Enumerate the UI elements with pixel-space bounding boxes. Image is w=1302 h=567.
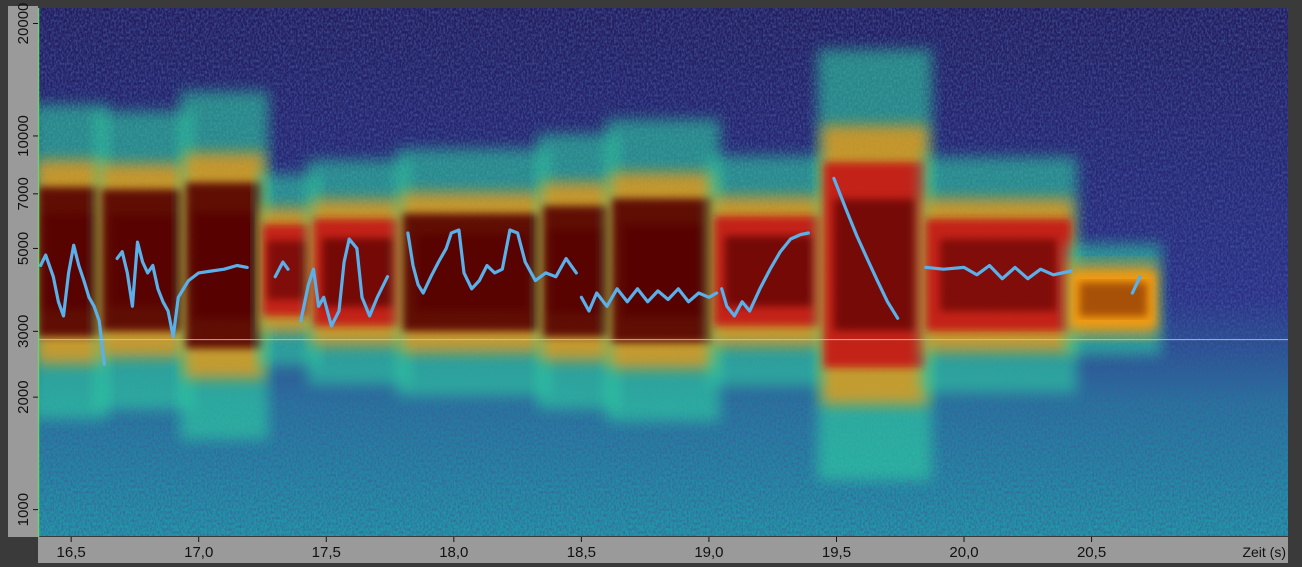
y-tick-label: 10000 bbox=[15, 115, 32, 157]
pitch-contour bbox=[924, 263, 1073, 281]
y-tick-label: 7000 bbox=[15, 177, 32, 210]
x-tick-label: 20,0 bbox=[949, 544, 978, 561]
x-tick-label: 17,5 bbox=[312, 544, 341, 561]
pitch-contours bbox=[39, 176, 1142, 366]
pitch-contour bbox=[579, 287, 719, 313]
pitch-contour bbox=[115, 240, 249, 339]
energy-band bbox=[605, 119, 721, 422]
x-axis-title: Zeit (s) bbox=[1242, 544, 1286, 560]
y-tick-label: 1000 bbox=[15, 493, 32, 526]
x-tick-label: 19,5 bbox=[822, 544, 851, 561]
y-tick-label: 2000 bbox=[15, 380, 32, 413]
x-tick-label: 19,0 bbox=[694, 544, 723, 561]
x-axis-panel bbox=[38, 537, 1288, 563]
pitch-contour bbox=[273, 260, 290, 279]
y-axis-panel bbox=[8, 6, 38, 537]
pitch-contour bbox=[1130, 275, 1142, 295]
y-tick-label: 5000 bbox=[15, 232, 32, 265]
y-tick-label: 3000 bbox=[15, 315, 32, 348]
x-tick-label: 18,5 bbox=[567, 544, 596, 561]
y-tick-label: 20000 bbox=[15, 3, 32, 45]
pitch-contour bbox=[406, 228, 578, 295]
energy-band bbox=[95, 111, 192, 410]
energy-band bbox=[537, 133, 618, 409]
y-axis-ticks: 1000 2000 3000 5000 7000 10000 20000 bbox=[15, 3, 38, 526]
energy-band bbox=[1065, 243, 1162, 356]
energy-band bbox=[919, 156, 1078, 394]
energy-band bbox=[179, 91, 269, 440]
pitch-contour bbox=[832, 176, 900, 320]
x-tick-label: 20,5 bbox=[1077, 544, 1106, 561]
x-tick-label: 18,0 bbox=[439, 544, 468, 561]
energy-band bbox=[817, 49, 932, 481]
x-tick-label: 17,0 bbox=[184, 544, 213, 561]
x-tick-label: 16,5 bbox=[57, 544, 86, 561]
energy-band bbox=[396, 148, 550, 397]
pitch-contour bbox=[39, 243, 106, 366]
pitch-contour bbox=[299, 237, 390, 328]
x-axis-ticks: 16,5 17,0 17,5 18,0 18,5 19,0 19,5 20,0 20,5 bbox=[57, 537, 1106, 561]
pitch-contour bbox=[720, 231, 810, 318]
